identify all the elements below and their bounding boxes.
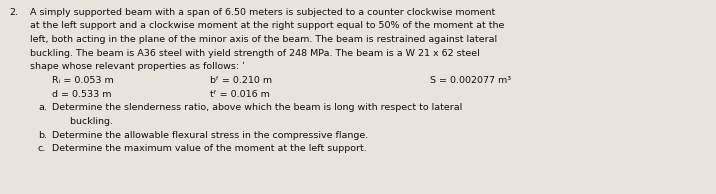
Text: shape whose relevant properties as follows: ʹ: shape whose relevant properties as follo… bbox=[30, 62, 245, 71]
Text: Determine the maximum value of the moment at the left support.: Determine the maximum value of the momen… bbox=[52, 144, 367, 153]
Text: S = 0.002077 m³: S = 0.002077 m³ bbox=[430, 76, 511, 86]
Text: buckling. The beam is A36 steel with yield strength of 248 MPa. The beam is a W : buckling. The beam is A36 steel with yie… bbox=[30, 48, 480, 57]
Text: left, both acting in the plane of the minor axis of the beam. The beam is restra: left, both acting in the plane of the mi… bbox=[30, 35, 497, 44]
Text: 2.: 2. bbox=[9, 8, 18, 17]
Text: c.: c. bbox=[38, 144, 47, 153]
Text: Rᵢ = 0.053 m: Rᵢ = 0.053 m bbox=[52, 76, 114, 86]
Text: at the left support and a clockwise moment at the right support equal to 50% of : at the left support and a clockwise mome… bbox=[30, 22, 504, 30]
Text: b.: b. bbox=[38, 131, 47, 139]
Text: buckling.: buckling. bbox=[52, 117, 113, 126]
Text: A simply supported beam with a span of 6.50 meters is subjected to a counter clo: A simply supported beam with a span of 6… bbox=[30, 8, 495, 17]
Text: Determine the allowable flexural stress in the compressive flange.: Determine the allowable flexural stress … bbox=[52, 131, 368, 139]
Text: tᶠ = 0.016 m: tᶠ = 0.016 m bbox=[210, 90, 270, 99]
Text: d = 0.533 m: d = 0.533 m bbox=[52, 90, 112, 99]
Text: a.: a. bbox=[38, 104, 47, 113]
Text: Determine the slenderness ratio, above which the beam is long with respect to la: Determine the slenderness ratio, above w… bbox=[52, 104, 463, 113]
Text: bᶠ = 0.210 m: bᶠ = 0.210 m bbox=[210, 76, 272, 86]
